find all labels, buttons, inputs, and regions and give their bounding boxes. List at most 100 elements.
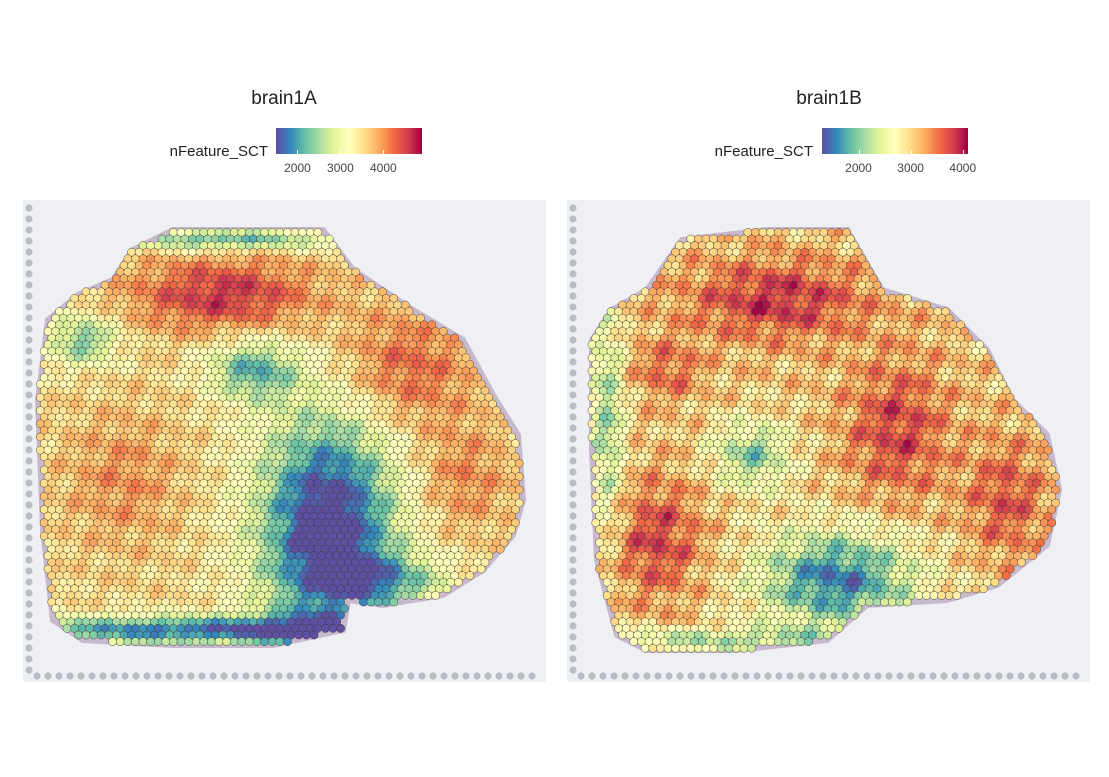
fiducial-dot	[198, 672, 206, 680]
spot	[480, 386, 490, 396]
fiducial-dot	[621, 672, 629, 680]
fiducial-dot	[569, 402, 577, 410]
colorbar-tick-mark	[297, 150, 299, 154]
spot	[191, 637, 201, 646]
fiducial-dot	[863, 672, 871, 680]
spot	[438, 327, 448, 336]
fiducial-dot	[742, 672, 750, 680]
fiducial-dot	[25, 545, 33, 553]
fiducial-dot	[610, 672, 618, 680]
fiducial-dot	[110, 672, 118, 680]
fiducial-dot	[720, 672, 728, 680]
spot	[245, 637, 254, 646]
fiducial-dot	[25, 611, 33, 619]
spot	[355, 274, 364, 283]
spatial-plot-brain1A	[23, 200, 546, 682]
spot	[514, 498, 524, 508]
spot	[294, 630, 304, 640]
spot	[169, 637, 178, 646]
colorbar	[822, 128, 968, 154]
fiducial-dot	[569, 336, 577, 344]
fiducial-dot	[25, 314, 33, 322]
fiducial-dot	[569, 512, 577, 520]
spot	[62, 624, 72, 633]
colorbar-tick-mark	[962, 150, 964, 154]
spot	[511, 452, 520, 462]
spot	[465, 571, 475, 580]
spot	[381, 597, 391, 607]
fiducial-dot	[33, 672, 41, 680]
fiducial-dot	[25, 479, 33, 487]
fiducial-dot	[569, 358, 577, 366]
fiducial-dot	[569, 314, 577, 322]
fiducial-dot	[473, 672, 481, 680]
spot	[450, 333, 459, 343]
fiducial-dot	[569, 391, 577, 399]
spot	[476, 379, 486, 389]
colorbar-tick-label: 4000	[949, 161, 977, 175]
fiducial-dot	[569, 589, 577, 597]
fiducial-dot	[25, 369, 33, 377]
fiducial-dot	[25, 534, 33, 542]
spot	[495, 544, 505, 554]
fiducial-dot	[25, 578, 33, 586]
spot	[507, 445, 516, 455]
spot	[454, 340, 463, 349]
colorbar-label: nFeature_SCT	[169, 143, 268, 160]
fiducial-dot	[286, 672, 294, 680]
fiducial-dot	[808, 672, 816, 680]
fiducial-dot	[1006, 672, 1014, 680]
fiducial-dot	[569, 611, 577, 619]
spot	[374, 597, 383, 607]
spot	[378, 287, 387, 297]
fiducial-dot	[918, 672, 926, 680]
spot	[153, 637, 163, 646]
spot	[465, 360, 475, 369]
fiducial-dot	[25, 655, 33, 663]
fiducial-dot	[143, 672, 151, 680]
spot	[332, 247, 342, 257]
fiducial-dot	[88, 672, 96, 680]
colorbar-tick-mark	[340, 150, 342, 154]
fiducial-dot	[25, 215, 33, 223]
fiducial-dot	[385, 672, 393, 680]
spot	[389, 294, 399, 303]
spot	[427, 320, 437, 330]
fiducial-dot	[830, 672, 838, 680]
fiducial-dot	[775, 672, 783, 680]
fiducial-dot	[577, 672, 585, 680]
spot	[108, 637, 117, 646]
fiducial-dot	[569, 633, 577, 641]
fiducial-dot	[55, 672, 63, 680]
fiducial-dot	[907, 672, 915, 680]
fiducial-dot	[665, 672, 673, 680]
fiducial-dot	[643, 672, 651, 680]
spot	[184, 637, 193, 646]
fiducial-dot	[451, 672, 459, 680]
fiducial-dot	[418, 672, 426, 680]
fiducial-dot	[25, 325, 33, 333]
fiducial-dot	[25, 204, 33, 212]
fiducial-dot	[569, 204, 577, 212]
fiducial-dot	[25, 292, 33, 300]
fiducial-dot	[187, 672, 195, 680]
fiducial-dot	[319, 672, 327, 680]
spot	[275, 637, 285, 646]
spot	[199, 637, 209, 646]
spot	[511, 478, 520, 488]
spot	[499, 419, 509, 429]
fiducial-dot	[569, 490, 577, 498]
spot	[416, 591, 425, 600]
fiducial-dot	[25, 303, 33, 311]
spatial-plot-brain1B	[567, 200, 1090, 682]
fiducial-dot	[484, 672, 492, 680]
spot	[469, 366, 478, 376]
fiducial-dot	[569, 424, 577, 432]
panel-title: brain1B	[796, 88, 862, 109]
fiducial-dot	[1050, 672, 1058, 680]
spot	[321, 624, 330, 633]
fiducial-dot	[528, 672, 536, 680]
spot	[222, 637, 231, 646]
fiducial-dot	[253, 672, 261, 680]
spot-layer	[36, 228, 524, 646]
